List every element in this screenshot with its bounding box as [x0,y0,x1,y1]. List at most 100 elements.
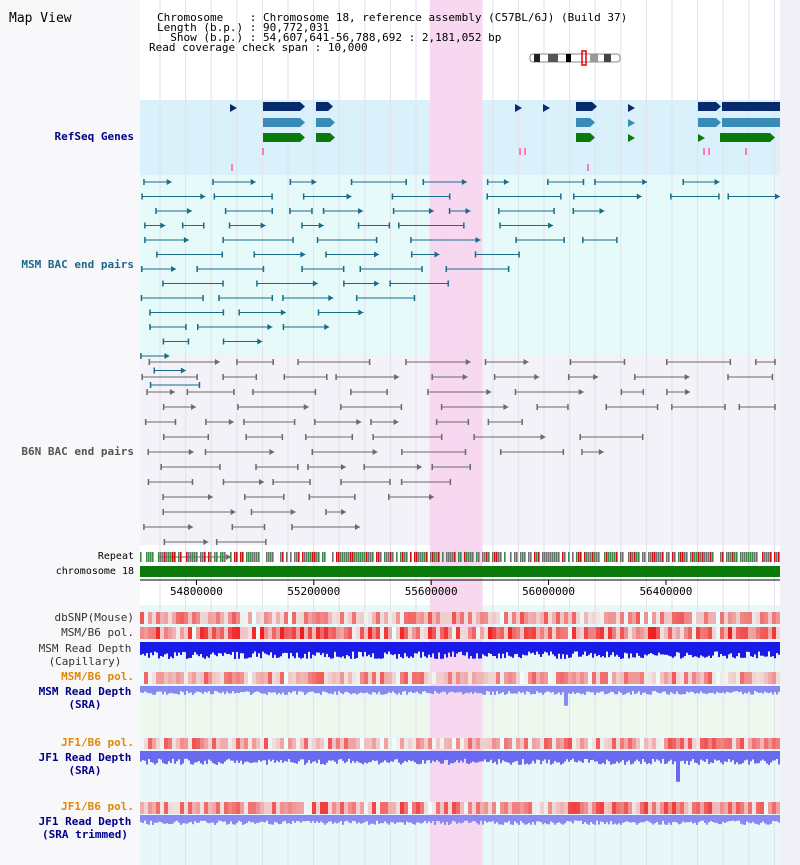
msm-b6-pol-strip [368,627,372,639]
repeat-element [612,552,614,562]
jf1-depth-trim-bar [150,815,152,821]
repeat-element [674,552,676,562]
jf1-depth-sra-bar [386,751,388,763]
track-label-b6n-bac[interactable]: B6N BAC end pairs [21,445,134,458]
jf1-depth-sra-bar [162,751,164,763]
jf1-depth-sra-bar [594,751,596,762]
jf1-depth-sra-bar [456,751,458,761]
b6n-bac-pair-head [303,404,309,410]
repeat-element [504,552,506,562]
jf1-depth-sra-bar [446,751,448,760]
repeat-element [720,552,722,562]
jf1-depth-sra-bar [402,751,404,763]
jf1-depth-trim-bar [278,815,280,825]
jf1-depth-trim-bar [310,815,312,823]
msm-depth-cap-bar [774,642,776,659]
msm-depth-cap-bar [150,642,152,653]
dbsnp-strip [772,612,776,624]
msm-depth-sra-bar [586,686,588,692]
msm-depth-sra-bar [386,686,388,694]
track-label-refseq[interactable]: RefSeq Genes [54,130,134,143]
jf1-depth-trim-bar [646,815,648,821]
msm-b6-pol-strip [376,627,380,639]
jf1-depth-sra-bar [422,751,424,760]
msm-depth-cap-bar [468,642,470,659]
msm-depth-cap-bar [202,642,204,658]
jf1-depth-sra-bar [596,751,598,762]
b6n-bac-pair-head [540,434,546,440]
dbsnp-strip [356,612,360,624]
jf1-depth-trim-bar [306,815,308,821]
msm-depth-sra-bar [166,686,168,695]
msm-b6-pol-strip [396,627,400,639]
jf1-b6-pol-strip [340,738,344,749]
jf1-b6-pol-trim-strip [704,802,708,814]
repeat-element [200,552,202,562]
jf1-depth-trim-bar [534,815,536,825]
repeat-element [254,552,256,562]
dbsnp-strip [552,612,556,624]
jf1-depth-trim-bar [716,815,718,823]
msm-b6-pol-sra-strip [624,672,628,684]
jf1-b6-pol-trim-strip [652,802,656,814]
msm-depth-cap-bar [340,642,342,658]
jf1-b6-pol-trim-strip [584,802,588,814]
header-chromosome: Chromosome : Chromosome 18, reference as… [157,11,628,24]
repeat-element [486,552,488,562]
repeat-element [196,552,198,562]
msm-depth-cap-bar [640,642,642,658]
b6n-bac-pair-head [534,374,540,380]
jf1-depth-sra-bar [546,751,548,764]
msm-depth-cap-bar [578,642,580,657]
msm-b6-pol-sra-strip [376,672,380,684]
msm-depth-cap-bar [276,642,278,658]
jf1-b6-pol-trim-strip [496,802,500,814]
jf1-depth-sra-bar [474,751,476,763]
jf1-b6-pol-strip [628,738,632,749]
msm-b6-pol-strip [484,627,488,639]
jf1-depth-sra-bar [380,751,382,763]
dbsnp-strip [436,612,440,624]
jf1-depth-sra-bar [328,751,330,761]
msm-depth-cap-bar [638,642,640,656]
jf1-b6-pol-strip [636,738,640,749]
jf1-depth-sra-bar [396,751,398,760]
jf1-b6-pol-strip [548,738,552,749]
jf1-b6-pol-trim-strip [372,802,376,814]
msm-depth-cap-bar [590,642,592,653]
track-label-msm-bac[interactable]: MSM BAC end pairs [21,258,134,271]
selected-region-highlight [429,0,483,865]
repeat-element [472,552,474,562]
jf1-depth-sra-bar [374,751,376,761]
repeat-element [658,552,660,562]
jf1-depth-trim-bar [712,815,714,822]
jf1-depth-trim-bar [754,815,756,824]
repeat-element [450,552,452,562]
jf1-b6-pol-trim-strip [180,802,184,814]
msm-depth-cap-bar [556,642,558,659]
msm-b6-pol-sra-strip [404,672,408,684]
msm-b6-pol-strip [668,627,672,639]
jf1-b6-pol-trim-strip [352,802,356,814]
jf1-depth-sra-bar [628,751,630,761]
msm-b6-pol-strip [488,627,492,639]
repeat-element [610,552,612,562]
jf1-depth-trim-bar [312,815,314,822]
jf1-depth-sra-bar [666,751,668,764]
repeat-element [644,552,646,562]
jf1-depth-sra-bar [194,751,196,763]
jf1-depth-trim-bar [698,815,700,823]
msm-depth-sra-bar [304,686,306,695]
jf1-b6-pol-trim-strip [512,802,516,814]
jf1-b6-pol-trim-strip [748,802,752,814]
msm-depth-cap-bar [712,642,714,656]
jf1-depth-trim-bar [490,815,492,822]
repeat-element [728,552,730,562]
jf1-depth-sra-bar [478,751,480,762]
msm-b6-pol-sra-strip [512,672,516,684]
jf1-b6-pol-trim-strip [348,802,352,814]
jf1-depth-sra-bar [364,751,366,763]
b6n-bac-pair-head [191,404,197,410]
msm-b6-pol-sra-strip [644,672,648,684]
